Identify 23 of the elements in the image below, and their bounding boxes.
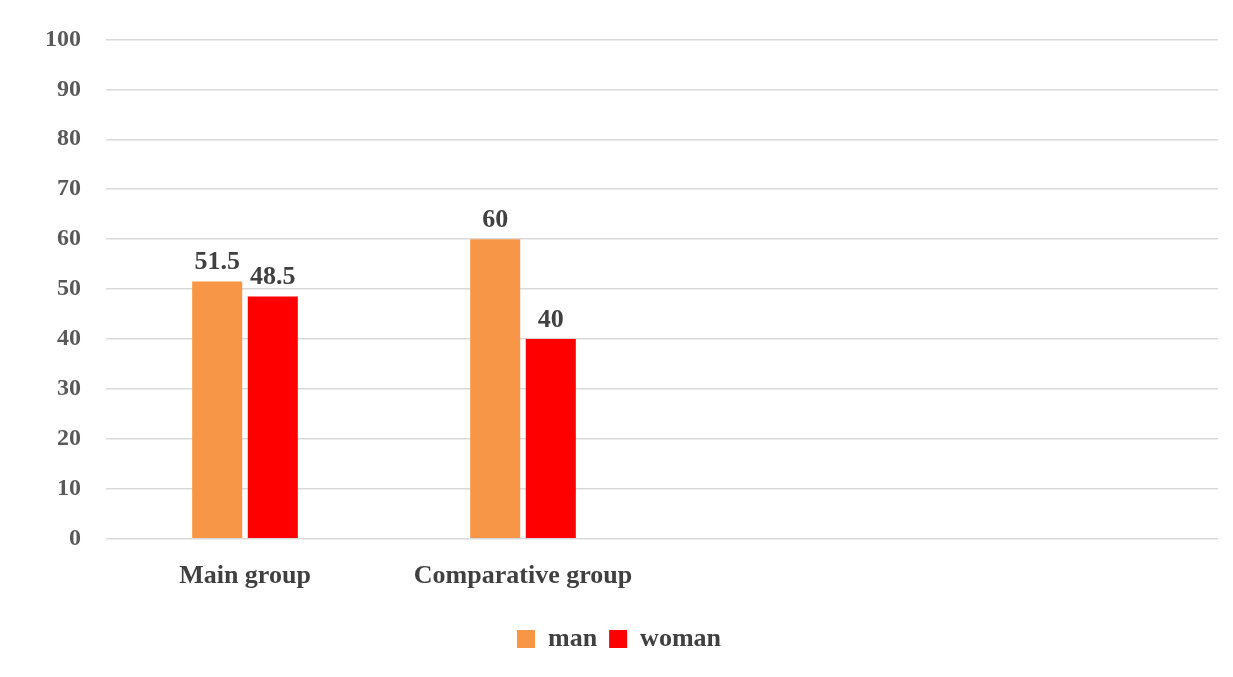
- y-tick-label: 10: [57, 474, 81, 501]
- y-tick-label: 60: [57, 224, 81, 251]
- legend-label: man: [547, 622, 598, 652]
- data-label: 60: [482, 203, 509, 233]
- x-tick-label: Main group: [179, 560, 311, 590]
- x-tick-label: Comparative group: [413, 560, 633, 590]
- y-tick-label: 90: [57, 74, 81, 101]
- y-tick-label: 40: [57, 324, 81, 351]
- y-tick-label: 50: [57, 274, 81, 301]
- bar: [525, 339, 576, 539]
- y-tick-label: 100: [45, 24, 81, 51]
- data-label: 40: [537, 303, 564, 333]
- bar: [192, 281, 243, 539]
- data-label: 51.5: [194, 246, 240, 276]
- bar: [470, 239, 521, 539]
- legend-label: woman: [640, 622, 722, 652]
- y-tick-label: 0: [69, 524, 81, 550]
- data-label: 48.5: [250, 261, 296, 291]
- y-tick-label: 30: [57, 374, 81, 401]
- y-tick-label: 20: [57, 424, 81, 451]
- y-tick-label: 70: [57, 174, 81, 201]
- y-tick-label: 80: [57, 124, 81, 151]
- bar: [247, 296, 298, 539]
